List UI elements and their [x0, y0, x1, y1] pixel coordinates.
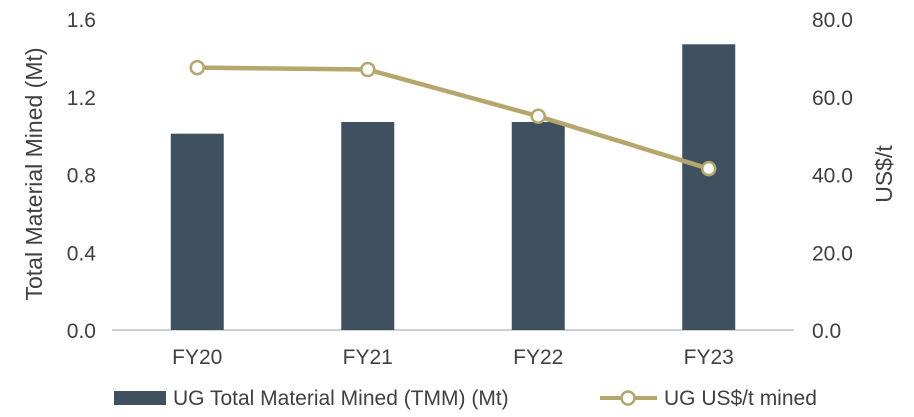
bar	[511, 122, 565, 330]
x-tick-label: FY21	[343, 346, 393, 369]
y-left-tick-label: 0.8	[67, 165, 96, 188]
y-axis-right-title: US$/t	[871, 145, 897, 203]
y-right-tick-label: 20.0	[812, 242, 853, 265]
y-axis-left-title: Total Material Mined (Mt)	[21, 47, 47, 300]
legend-bar-label: UG Total Material Mined (TMM) (Mt)	[173, 387, 509, 410]
x-tick-label: FY20	[172, 346, 222, 369]
y-right-tick-label: 40.0	[812, 165, 853, 188]
y-left-tick-label: 1.2	[67, 87, 96, 110]
bar-series	[170, 44, 736, 331]
bar	[682, 44, 736, 331]
y-left-tick-label: 0.0	[67, 320, 96, 343]
legend-bar-swatch	[114, 391, 166, 405]
y-right-tick-label: 80.0	[812, 9, 853, 32]
x-ticks: FY20 FY21 FY22 FY23	[172, 346, 734, 369]
legend-line-label: UG US$/t mined	[664, 387, 817, 410]
x-tick-label: FY22	[513, 346, 563, 369]
y-right-ticks: 0.0 20.0 40.0 60.0 80.0	[812, 9, 853, 343]
legend: UG Total Material Mined (TMM) (Mt) UG US…	[114, 387, 817, 410]
line-point	[530, 108, 546, 124]
legend-line-marker	[620, 390, 636, 406]
x-tick-label: FY23	[684, 346, 734, 369]
line-series	[189, 59, 717, 177]
bar	[170, 133, 224, 330]
bar	[341, 122, 395, 330]
y-left-ticks: 0.0 0.4 0.8 1.2 1.6	[67, 9, 97, 343]
series-line	[197, 65, 710, 171]
y-right-tick-label: 60.0	[812, 87, 853, 110]
line-point	[360, 61, 376, 78]
line-point	[701, 160, 717, 177]
line-point	[189, 59, 205, 76]
y-right-tick-label: 0.0	[812, 320, 841, 343]
y-left-tick-label: 1.6	[67, 9, 96, 32]
y-left-tick-label: 0.4	[67, 242, 97, 265]
